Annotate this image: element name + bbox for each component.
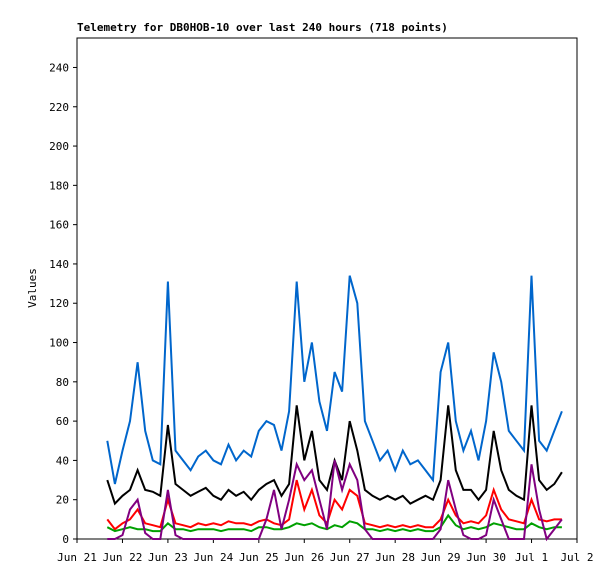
y-tick-label: 80 xyxy=(56,376,69,389)
y-tick-label: 20 xyxy=(56,494,69,507)
x-tick-label: Jul 2 xyxy=(560,551,593,564)
plot-frame xyxy=(76,37,578,540)
x-tick-label: Jun 23 xyxy=(148,551,188,564)
y-tick-label: 200 xyxy=(49,140,69,153)
x-tick-label: Jun 27 xyxy=(330,551,370,564)
x-tick-label: Jun 29 xyxy=(421,551,461,564)
y-tick-label: 220 xyxy=(49,101,69,114)
x-tick-label: Jun 21 xyxy=(57,551,97,564)
x-tick-label: Jun 25 xyxy=(239,551,279,564)
series-line xyxy=(106,513,562,533)
x-tick-label: Jun 30 xyxy=(466,551,506,564)
y-tick-label: 240 xyxy=(49,61,69,74)
y-tick-label: 140 xyxy=(49,258,69,271)
y-tick-label: 0 xyxy=(62,533,69,546)
x-tick-label: Jun 22 xyxy=(103,551,143,564)
y-tick-label: 40 xyxy=(56,454,69,467)
y-tick-label: 120 xyxy=(49,297,69,310)
y-tick-label: 180 xyxy=(49,179,69,192)
x-tick-label: Jun 28 xyxy=(375,551,415,564)
y-tick-label: 100 xyxy=(49,337,69,350)
y-axis-label: Values xyxy=(26,268,39,308)
chart-title: Telemetry for DB0HOB-10 over last 240 ho… xyxy=(77,21,448,34)
series-line xyxy=(107,460,563,542)
x-tick-label: Jun 24 xyxy=(193,551,233,564)
series-line xyxy=(106,479,562,531)
series-line xyxy=(106,275,563,485)
x-tick-label: Jul 1 xyxy=(515,551,548,564)
y-tick-label: 160 xyxy=(49,219,69,232)
x-tick-label: Jun 26 xyxy=(284,551,324,564)
y-tick-label: 60 xyxy=(56,415,69,428)
